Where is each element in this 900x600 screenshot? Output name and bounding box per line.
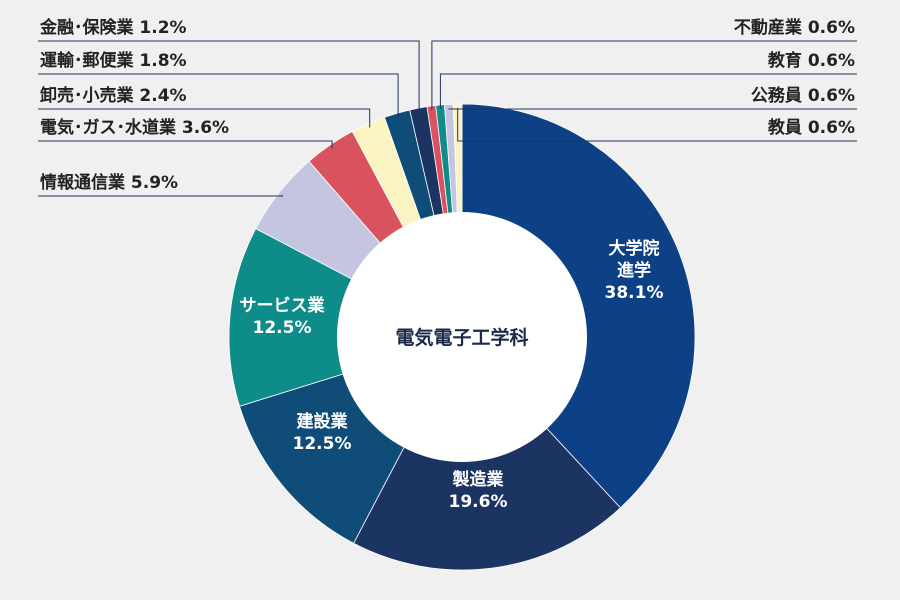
slice-label-0-line-0: 大学院 — [609, 238, 660, 259]
leader-line-4 — [38, 194, 283, 197]
slice-label-0-line-2: 38.1% — [605, 283, 664, 303]
slice-label-2-line-1: 12.5% — [293, 434, 352, 454]
slice-label-6: 卸売･小売業 2.4% — [40, 85, 187, 106]
slice-label-2-line-0: 建設業 — [297, 411, 348, 432]
slice-label-3-line-1: 12.5% — [253, 318, 312, 338]
labels-layer: 大学院進学38.1%製造業19.6%建設業12.5%サービス業12.5%情報通信… — [39, 17, 855, 512]
slice-label-9: 不動産業 0.6% — [734, 17, 855, 38]
slice-label-5: 電気･ガス･水道業 3.6% — [40, 117, 229, 138]
donut-hole — [337, 212, 587, 462]
leader-line-12 — [457, 108, 857, 142]
slice-label-0-line-1: 進学 — [617, 260, 651, 281]
slice-label-4: 情報通信業 5.9% — [40, 172, 178, 193]
leader-line-8 — [38, 40, 420, 113]
slice-label-11: 公務員 0.6% — [751, 85, 855, 106]
leader-line-9 — [431, 40, 857, 110]
leader-line-7 — [38, 73, 399, 118]
slice-label-10: 教育 0.6% — [767, 50, 855, 71]
slice-label-1-line-1: 19.6% — [449, 492, 508, 512]
slice-label-8: 金融･保険業 1.2% — [39, 17, 187, 38]
slice-label-7: 運輸･郵便業 1.8% — [40, 50, 187, 71]
leader-line-10 — [439, 73, 857, 109]
leader-lines-layer — [38, 40, 857, 197]
slice-label-1-line-0: 製造業 — [452, 469, 504, 490]
slice-label-3-line-0: サービス業 — [240, 295, 325, 316]
leader-line-6 — [38, 108, 371, 128]
slice-label-12: 教員 0.6% — [767, 117, 855, 138]
leader-line-11 — [448, 108, 857, 110]
leader-line-5 — [38, 140, 333, 149]
chart-center-title: 電気電子工学科 — [395, 326, 528, 349]
